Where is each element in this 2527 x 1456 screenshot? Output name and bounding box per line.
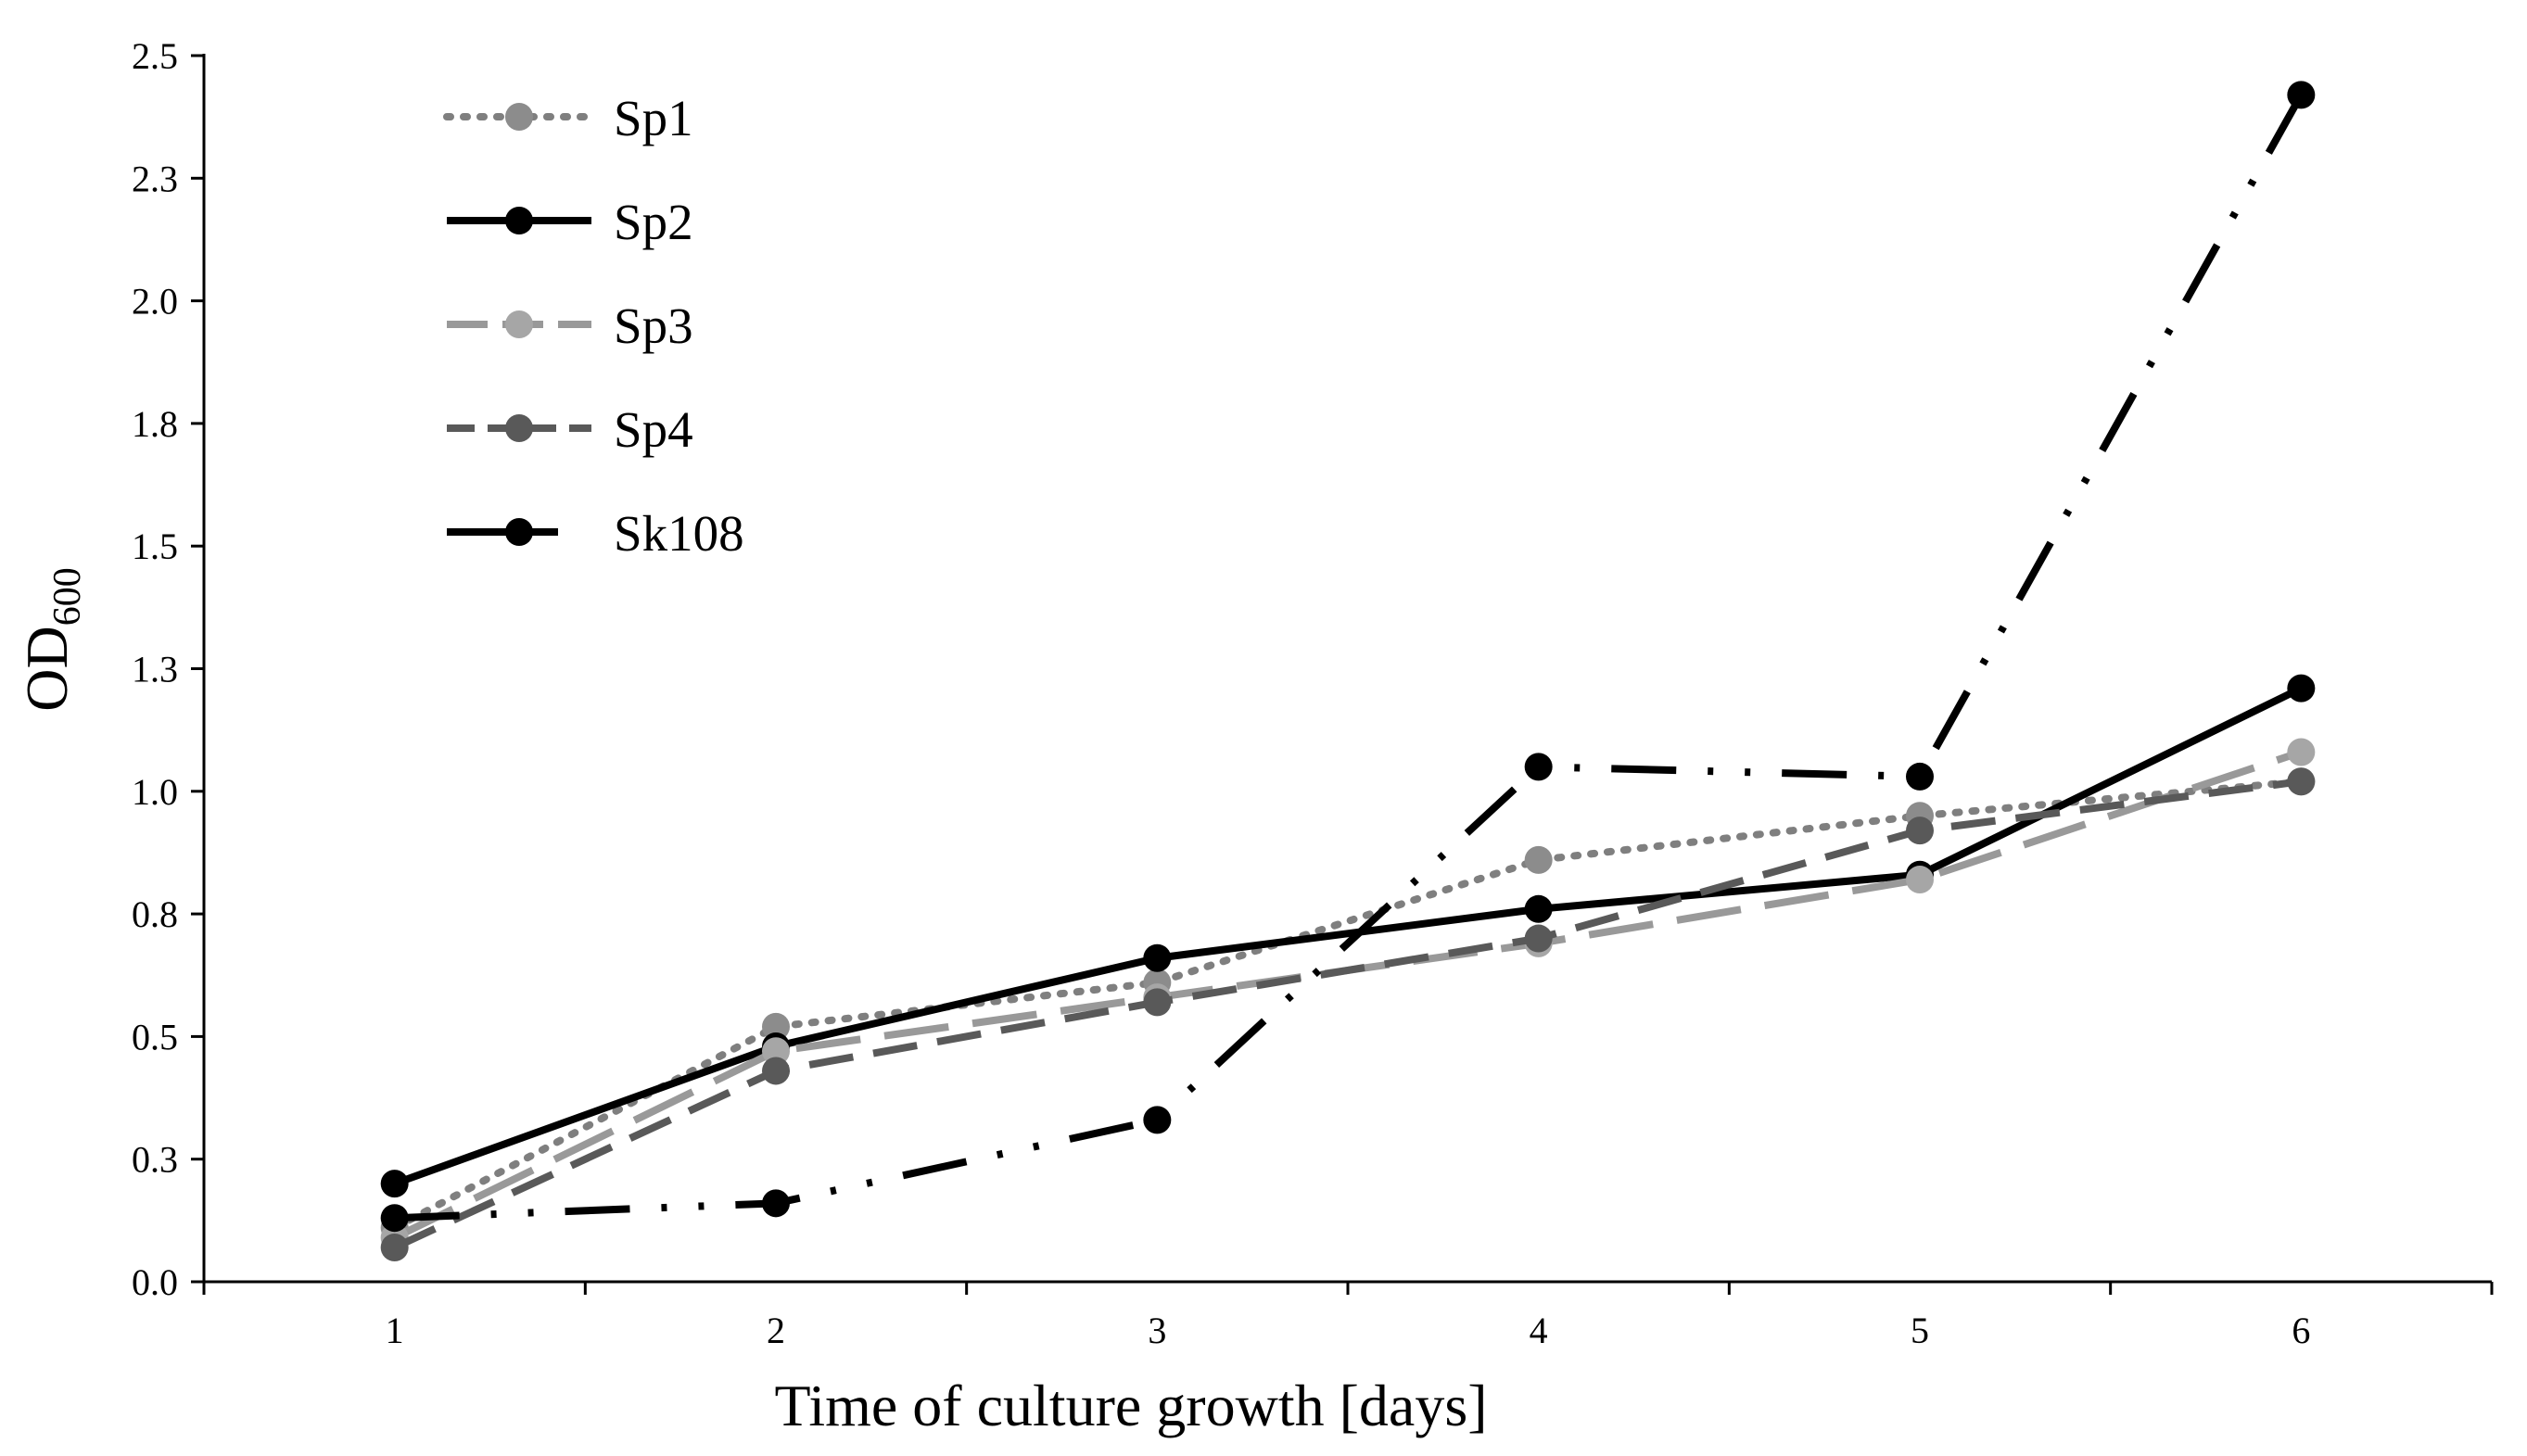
y-tick-label: 1.3 bbox=[132, 649, 178, 690]
legend-label-sk108: Sk108 bbox=[614, 505, 744, 562]
data-point-sp2-day-3 bbox=[1143, 943, 1172, 972]
data-point-sp4-day-5 bbox=[1906, 817, 1934, 845]
legend-swatch-marker-sp1 bbox=[505, 103, 533, 131]
series-layer bbox=[380, 81, 2316, 1261]
data-point-sp1-day-2 bbox=[762, 1012, 790, 1041]
data-point-sp4-day-4 bbox=[1524, 924, 1553, 953]
x-tick-label: 4 bbox=[1530, 1310, 1548, 1351]
x-tick-label: 2 bbox=[767, 1310, 785, 1351]
y-axis-title-main: OD bbox=[14, 626, 80, 711]
data-point-sp4-day-2 bbox=[762, 1057, 790, 1085]
data-point-sk108-day-5 bbox=[1906, 762, 1934, 791]
legend-item-sp3: Sp3 bbox=[447, 298, 693, 354]
data-point-sp3-day-6 bbox=[2287, 738, 2316, 766]
legend-item-sp2: Sp2 bbox=[447, 194, 693, 250]
y-tick-label: 1.5 bbox=[132, 525, 178, 567]
data-point-sp4-day-3 bbox=[1143, 988, 1172, 1017]
y-tick-label: 2.0 bbox=[132, 281, 178, 323]
y-tick-label: 0.5 bbox=[132, 1016, 178, 1057]
y-axis-title: OD600 bbox=[14, 567, 89, 711]
series-line-sk108 bbox=[394, 93, 2305, 1222]
data-point-sp2-day-6 bbox=[2287, 674, 2316, 703]
data-point-sp1-day-4 bbox=[1524, 845, 1553, 874]
data-point-sk108-day-4 bbox=[1524, 753, 1553, 781]
legend-label-sp1: Sp1 bbox=[614, 90, 693, 146]
series-line-sp1 bbox=[390, 778, 2305, 1232]
axes: 0.0 0.3 0.5 0.8 1.0 1.3 1.5 1.8 2.0 2.3 2.5 1 2 3 4 5 6 bbox=[132, 35, 2494, 1351]
data-point-sk108-day-6 bbox=[2287, 81, 2316, 109]
legend-label-sp3: Sp3 bbox=[614, 298, 693, 354]
data-point-sp3-day-5 bbox=[1906, 866, 1934, 894]
x-tick-label: 3 bbox=[1148, 1310, 1166, 1351]
series-sp4 bbox=[380, 767, 2316, 1261]
data-point-sp2-day-1 bbox=[380, 1170, 409, 1198]
legend-swatch-marker-sp4 bbox=[505, 414, 533, 442]
x-tick-label: 6 bbox=[2292, 1310, 2310, 1351]
x-tick-label: 1 bbox=[386, 1310, 404, 1351]
y-axis-title-subscript: 600 bbox=[46, 567, 89, 626]
legend-item-sp4: Sp4 bbox=[447, 401, 693, 458]
data-point-sp4-day-6 bbox=[2287, 767, 2316, 796]
y-tick-label: 2.5 bbox=[132, 35, 178, 77]
y-tick-label: 1.0 bbox=[132, 771, 178, 813]
data-point-sp2-day-4 bbox=[1524, 894, 1553, 923]
y-tick-label: 2.3 bbox=[132, 158, 178, 199]
legend-label-sp2: Sp2 bbox=[614, 194, 693, 250]
legend-item-sp1: Sp1 bbox=[443, 90, 693, 146]
x-tick-label: 5 bbox=[1911, 1310, 1929, 1351]
series-line-sp4 bbox=[392, 778, 2302, 1251]
x-axis-title: Time of culture growth [days] bbox=[774, 1373, 1487, 1438]
legend-swatch-marker-sp2 bbox=[505, 207, 533, 234]
legend-label-sp4: Sp4 bbox=[614, 401, 693, 458]
data-point-sp4-day-1 bbox=[380, 1233, 409, 1261]
legend: Sp1 Sp2 Sp3 Sp4 Sk108 bbox=[443, 90, 744, 562]
series-sp1 bbox=[380, 767, 2316, 1242]
legend-item-sk108: Sk108 bbox=[447, 505, 744, 562]
data-point-sk108-day-1 bbox=[380, 1204, 409, 1233]
series-sk108 bbox=[380, 81, 2316, 1233]
y-tick-label: 1.8 bbox=[132, 403, 178, 445]
y-tick-label: 0.3 bbox=[132, 1139, 178, 1181]
series-line-sp2 bbox=[393, 685, 2304, 1187]
series-sp2 bbox=[380, 674, 2316, 1198]
y-tick-label: 0.8 bbox=[132, 893, 178, 935]
legend-swatch-marker-sp3 bbox=[505, 310, 533, 338]
y-tick-label: 0.0 bbox=[132, 1261, 178, 1303]
legend-swatch-marker-sk108 bbox=[505, 518, 533, 546]
data-point-sk108-day-2 bbox=[762, 1189, 790, 1218]
data-point-sk108-day-3 bbox=[1143, 1106, 1172, 1134]
data-point-sp3-day-2 bbox=[762, 1037, 790, 1066]
